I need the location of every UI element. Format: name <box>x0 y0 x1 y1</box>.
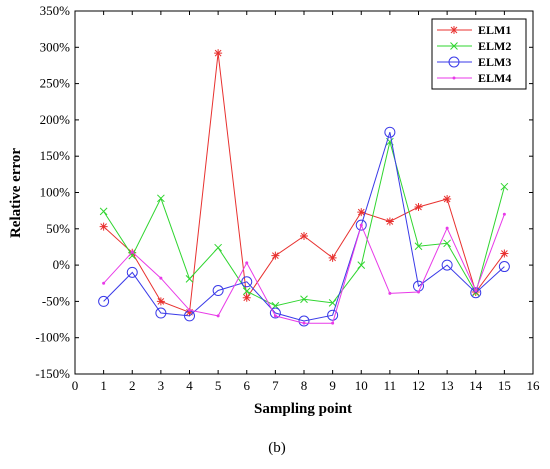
x-tick-label: 3 <box>158 378 165 393</box>
legend-marker-elm4 <box>452 76 456 80</box>
data-point-elm1 <box>99 222 108 231</box>
data-point-elm2 <box>300 295 308 304</box>
x-tick-label: 4 <box>186 378 193 393</box>
x-tick-label: 13 <box>441 378 454 393</box>
data-point-elm4 <box>474 289 478 293</box>
x-tick-label: 6 <box>244 378 251 393</box>
data-point-elm1 <box>214 49 223 58</box>
y-tick-label: 0% <box>53 257 71 272</box>
y-tick-label: 200% <box>40 112 71 127</box>
x-tick-label: 10 <box>355 378 368 393</box>
data-point-elm2 <box>443 239 451 248</box>
legend-label-elm2: ELM2 <box>478 39 511 53</box>
data-point-elm1 <box>385 217 394 226</box>
y-tick-label: 350% <box>40 3 71 18</box>
data-point-elm4 <box>388 291 392 295</box>
data-point-elm1 <box>357 208 366 217</box>
data-point-elm3 <box>470 287 482 299</box>
data-point-elm4 <box>130 250 134 254</box>
data-point-elm3 <box>498 261 510 273</box>
y-tick-label: -100% <box>35 330 70 345</box>
data-point-elm2 <box>128 251 137 260</box>
x-tick-label: 2 <box>129 378 136 393</box>
y-tick-label: 150% <box>40 148 71 163</box>
y-tick-label: 250% <box>40 76 71 91</box>
data-point-elm1 <box>300 232 308 241</box>
x-tick-label: 9 <box>329 378 336 393</box>
legend-marker-elm3 <box>448 56 460 68</box>
data-point-elm1 <box>156 297 165 306</box>
legend-label-elm3: ELM3 <box>478 55 511 69</box>
data-point-elm3 <box>384 126 396 138</box>
data-point-elm4 <box>331 321 335 325</box>
x-axis-label: Sampling point <box>254 401 352 417</box>
data-point-elm2 <box>185 275 194 283</box>
x-tick-label: 1 <box>100 378 107 393</box>
legend-label-elm1: ELM1 <box>478 23 511 37</box>
y-axis-label: Relative error <box>8 148 24 238</box>
data-point-elm2 <box>328 298 337 307</box>
data-point-elm3 <box>98 295 110 307</box>
figure-caption: (b) <box>268 440 286 456</box>
x-tick-label: 7 <box>272 378 279 393</box>
data-point-elm2 <box>500 182 509 191</box>
data-point-elm1 <box>242 293 251 302</box>
data-point-elm2 <box>157 194 165 203</box>
x-tick-label: 11 <box>384 378 397 393</box>
y-tick-label: -150% <box>35 366 70 381</box>
x-tick-label: 15 <box>498 378 511 393</box>
legend-label-elm4: ELM4 <box>478 71 511 85</box>
data-point-elm1 <box>271 251 280 260</box>
data-point-elm4 <box>216 314 220 318</box>
x-tick-label: 5 <box>215 378 222 393</box>
data-point-elm1 <box>443 195 452 204</box>
data-point-elm3 <box>155 307 167 319</box>
data-point-elm3 <box>298 315 310 327</box>
legend-marker-elm1 <box>450 26 458 34</box>
data-point-elm4 <box>188 308 191 312</box>
x-tick-label: 12 <box>412 378 425 393</box>
data-point-elm2 <box>214 243 222 252</box>
legend-box <box>431 18 527 90</box>
data-point-elm2 <box>242 287 251 296</box>
series-line-elm3 <box>103 132 505 322</box>
data-point-elm4 <box>502 212 506 216</box>
data-point-elm1 <box>500 249 509 258</box>
data-point-elm4 <box>302 321 306 325</box>
x-tick-label: 0 <box>72 378 79 393</box>
y-tick-label: 50% <box>46 221 70 236</box>
data-point-elm1 <box>185 308 194 317</box>
series-line-elm1 <box>103 53 505 313</box>
data-point-elm3 <box>126 266 138 278</box>
data-point-elm2 <box>99 207 108 216</box>
data-point-elm4 <box>417 290 420 294</box>
data-point-elm4 <box>159 276 163 280</box>
x-tick-label: 8 <box>301 378 308 393</box>
data-point-elm2 <box>357 261 366 269</box>
data-point-elm3 <box>355 219 367 231</box>
y-tick-label: 100% <box>40 185 71 200</box>
data-point-elm2 <box>414 242 423 251</box>
x-tick-label: 16 <box>527 378 541 393</box>
data-point-elm4 <box>102 281 106 285</box>
y-tick-label: -50% <box>42 293 70 308</box>
data-point-elm1 <box>414 203 423 212</box>
x-tick-label: 14 <box>469 378 483 393</box>
data-point-elm3 <box>441 259 453 271</box>
y-tick-label: 300% <box>40 39 71 54</box>
data-point-elm4 <box>273 314 277 318</box>
data-point-elm3 <box>269 307 281 319</box>
data-point-elm4 <box>245 261 249 265</box>
data-point-elm4 <box>445 226 449 230</box>
data-point-elm3 <box>327 309 339 321</box>
data-point-elm1 <box>328 253 337 262</box>
data-point-elm4 <box>359 223 363 227</box>
data-point-elm3 <box>212 285 224 297</box>
legend-marker-elm2 <box>450 42 458 50</box>
data-point-elm3 <box>241 276 253 288</box>
